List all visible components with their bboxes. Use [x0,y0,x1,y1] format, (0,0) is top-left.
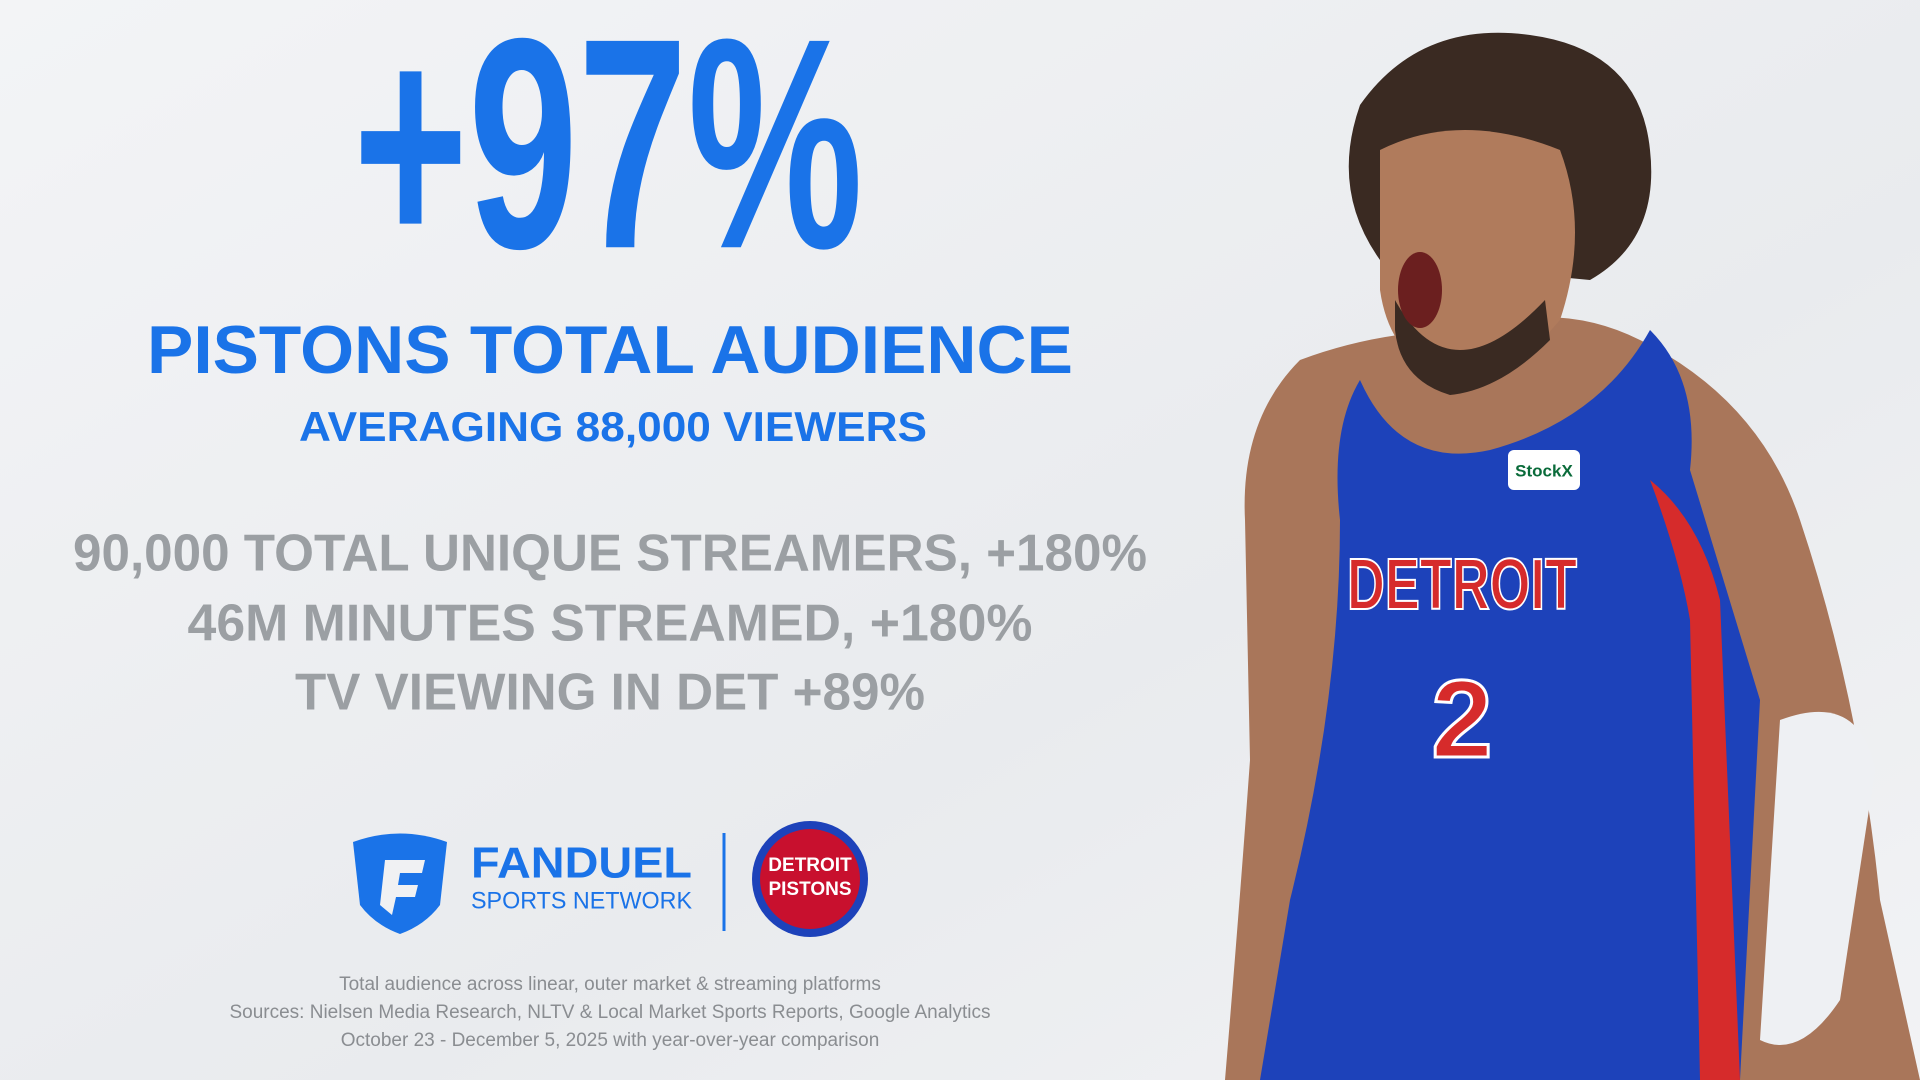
network-name: FANDUEL [471,839,692,888]
jersey-number: 2 [1431,658,1492,781]
jersey-panel [1650,480,1740,1080]
team-logo-text: DETROIT [768,855,852,876]
headline-stat: +97% [353,0,863,311]
headline-subtitle: AVERAGING 88,000 VIEWERS [299,403,927,450]
jersey-text: DETROIT [1347,545,1577,625]
player-mouth [1398,252,1442,328]
fanduel-shield [353,833,447,934]
network-sub: SPORTS NETWORK [471,887,692,914]
arm-sleeve [1760,711,1875,1045]
jersey-patch-text: StockX [1515,461,1573,480]
fanduel-shield-mark [380,860,425,915]
pistons-logo [760,829,860,929]
player: StockX DETROIT 2 [1225,32,1920,1080]
player-jersey [1260,330,1760,1080]
stat-line: TV VIEWING IN DET +89% [295,664,925,722]
footnote: Sources: Nielsen Media Research, NLTV & … [229,1002,990,1023]
stat-line: 90,000 TOTAL UNIQUE STREAMERS, +180% [73,525,1147,583]
team-logo-text: PISTONS [768,879,851,900]
footnote: October 23 - December 5, 2025 with year-… [341,1030,880,1051]
headline-title: PISTONS TOTAL AUDIENCE [147,312,1073,388]
player-beard [1395,300,1550,395]
stat-line: 46M MINUTES STREAMED, +180% [188,595,1033,653]
jersey-patch [1508,450,1580,490]
footnote: Total audience across linear, outer mark… [339,974,881,995]
